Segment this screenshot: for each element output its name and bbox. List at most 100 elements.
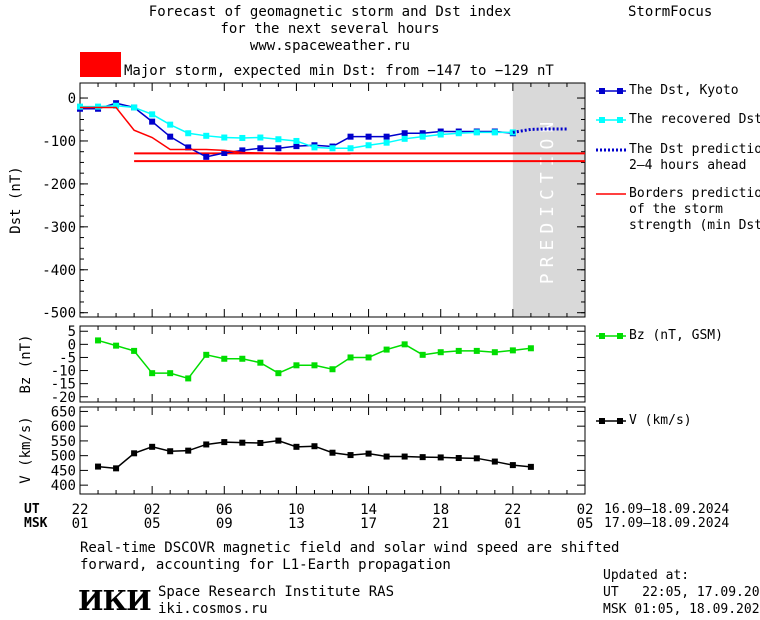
series-line-0-2: [512, 127, 567, 134]
data-point-0-1: [293, 137, 300, 144]
data-point-0-1: [383, 139, 390, 146]
data-point-2-0: [347, 452, 354, 459]
data-point-0-0: [419, 130, 426, 137]
data-point-0-1: [221, 134, 228, 141]
storm-level-swatch: [80, 52, 121, 77]
data-point-2-0: [131, 450, 138, 457]
data-point-0-0: [149, 118, 156, 125]
msk-tick-label: 21: [432, 516, 449, 532]
data-point-1-0: [509, 347, 516, 354]
data-point-2-0: [203, 441, 210, 448]
legend-dst-kyoto-swatch-marker: [617, 88, 623, 94]
data-point-1-0: [275, 370, 282, 377]
legend-v-swatch-marker: [617, 418, 623, 424]
y-tick-label-0: -200: [42, 177, 76, 193]
msk-tick-label: 17: [360, 516, 377, 532]
iki-logo: ИКИ: [78, 586, 152, 617]
y-tick-label-1: 0: [68, 337, 76, 353]
data-point-1-0: [329, 366, 336, 373]
brand-name: StormFocus: [628, 4, 713, 20]
y-tick-label-0: -500: [42, 306, 76, 322]
legend-bz-swatch-marker: [617, 333, 623, 339]
y-tick-label-2: 550: [51, 434, 76, 450]
data-point-2-0: [239, 439, 246, 446]
data-point-0-1: [185, 130, 192, 137]
legend-recovered-label: The recovered Dst: [629, 112, 760, 127]
y-tick-label-0: -100: [42, 134, 76, 150]
institute-site[interactable]: iki.cosmos.ru: [158, 601, 268, 617]
data-point-2-0: [329, 449, 336, 456]
data-point-2-0: [383, 453, 390, 460]
updated-ut: UT 22:05, 17.09.2024: [603, 585, 760, 600]
series-line-0-3: [80, 106, 351, 155]
data-point-2-0: [419, 454, 426, 461]
series-line-1-0: [97, 339, 531, 380]
msk-tick-label: 13: [288, 516, 305, 532]
legend-bz-label: Bz (nT, GSM): [629, 328, 723, 343]
y-axis-label-2: V (km/s): [18, 416, 34, 483]
y-tick-label-2: 600: [51, 419, 76, 435]
ut-tick-label: 18: [432, 502, 449, 518]
data-point-2-0: [473, 455, 480, 462]
data-point-2-0: [491, 458, 498, 465]
data-point-0-1: [491, 129, 498, 136]
msk-tick-label: 01: [504, 516, 521, 532]
data-point-1-0: [491, 349, 498, 356]
panel-frame-0: [79, 82, 586, 318]
prediction-band: [512, 83, 585, 317]
data-point-1-0: [401, 341, 408, 348]
data-point-0-1: [347, 145, 354, 152]
data-point-1-0: [419, 351, 426, 358]
ut-axis-label: UT: [24, 502, 40, 517]
data-point-0-1: [257, 134, 264, 141]
data-point-0-1: [77, 103, 83, 110]
data-point-1-0: [455, 347, 462, 354]
data-point-1-0: [365, 354, 372, 361]
msk-axis-label: MSK: [24, 516, 48, 531]
footer-note-line1: Real-time DSCOVR magnetic field and sola…: [80, 540, 620, 556]
data-point-1-0: [203, 351, 210, 358]
msk-date-range: 17.09–18.09.2024: [604, 516, 730, 531]
data-point-0-0: [257, 145, 264, 152]
ut-date-range: 16.09–18.09.2024: [604, 502, 730, 517]
chart-title-line1: Forecast of geomagnetic storm and Dst in…: [148, 4, 512, 20]
y-tick-label-1: 5: [68, 324, 76, 340]
data-point-0-1: [473, 129, 480, 136]
data-point-2-0: [167, 448, 174, 455]
data-point-2-0: [185, 447, 192, 454]
data-point-0-1: [419, 133, 426, 140]
data-point-2-0: [149, 443, 156, 450]
data-point-0-0: [293, 143, 300, 150]
data-point-1-0: [185, 375, 192, 382]
data-point-1-0: [149, 370, 156, 377]
data-point-0-1: [329, 145, 336, 152]
legend-dst-kyoto-swatch-marker: [599, 88, 605, 94]
legend-dst-kyoto-label: The Dst, Kyoto: [629, 83, 739, 98]
data-point-1-0: [221, 355, 228, 362]
updated-msk: MSK 01:05, 18.09.2024: [603, 602, 760, 617]
data-point-1-0: [293, 362, 300, 369]
data-point-1-0: [473, 347, 480, 354]
chart-title-line2: for the next several hours: [220, 21, 440, 37]
y-tick-label-0: -300: [42, 220, 76, 236]
data-point-0-1: [275, 136, 282, 143]
data-point-0-1: [239, 134, 246, 141]
ut-tick-label: 02: [144, 502, 161, 518]
data-point-0-0: [347, 133, 354, 140]
data-point-1-0: [311, 362, 318, 369]
data-point-1-0: [131, 347, 138, 354]
ut-tick-label: 02: [577, 502, 594, 518]
data-point-2-0: [257, 439, 264, 446]
data-point-1-0: [167, 370, 174, 377]
data-point-2-0: [455, 455, 462, 462]
data-point-0-0: [275, 145, 282, 152]
data-point-2-0: [509, 462, 516, 469]
data-point-2-0: [275, 437, 282, 444]
legend-bz-swatch-marker: [599, 333, 605, 339]
data-point-2-0: [437, 454, 444, 461]
data-point-1-0: [383, 346, 390, 353]
data-point-0-0: [221, 149, 228, 156]
data-point-2-0: [401, 453, 408, 460]
msk-tick-label: 01: [72, 516, 89, 532]
data-point-2-0: [293, 443, 300, 450]
